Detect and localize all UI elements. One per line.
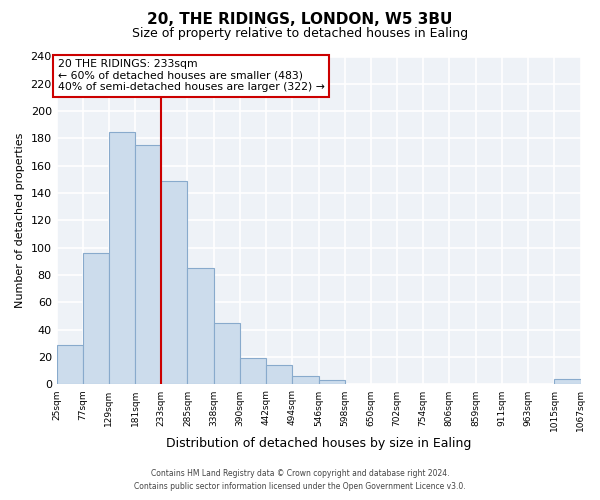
- Bar: [161, 181, 187, 384]
- Bar: [187, 268, 214, 384]
- Bar: [319, 380, 345, 384]
- Bar: [135, 146, 161, 384]
- Bar: [214, 323, 240, 384]
- Bar: [56, 345, 83, 385]
- Bar: [240, 358, 266, 384]
- X-axis label: Distribution of detached houses by size in Ealing: Distribution of detached houses by size …: [166, 437, 471, 450]
- Text: 20, THE RIDINGS, LONDON, W5 3BU: 20, THE RIDINGS, LONDON, W5 3BU: [148, 12, 452, 28]
- Text: Contains HM Land Registry data © Crown copyright and database right 2024.
Contai: Contains HM Land Registry data © Crown c…: [134, 470, 466, 491]
- Bar: [109, 132, 135, 384]
- Bar: [83, 254, 109, 384]
- Text: 20 THE RIDINGS: 233sqm
← 60% of detached houses are smaller (483)
40% of semi-de: 20 THE RIDINGS: 233sqm ← 60% of detached…: [58, 59, 325, 92]
- Text: Size of property relative to detached houses in Ealing: Size of property relative to detached ho…: [132, 28, 468, 40]
- Y-axis label: Number of detached properties: Number of detached properties: [15, 133, 25, 308]
- Bar: [554, 379, 581, 384]
- Bar: [266, 366, 292, 384]
- Bar: [292, 376, 319, 384]
